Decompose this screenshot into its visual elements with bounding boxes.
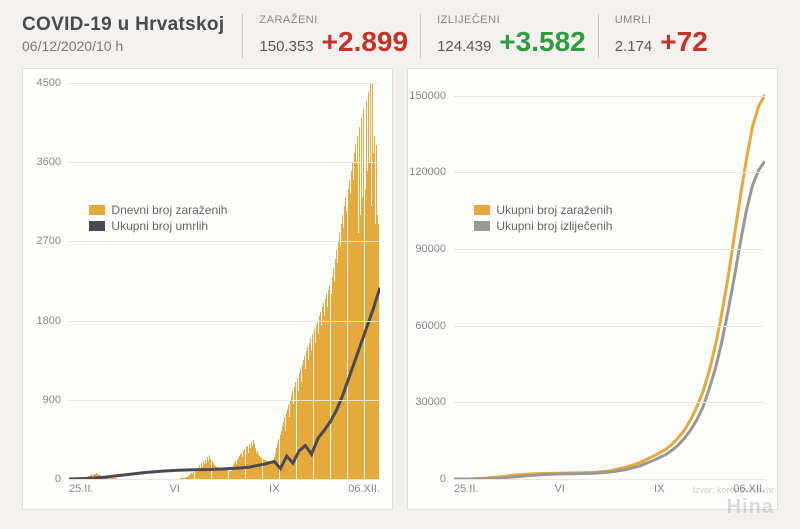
y-tick: 30000	[415, 396, 446, 408]
legend: Dnevni broj zaraženih Ukupni broj umrlih	[89, 201, 227, 235]
legend-swatch	[474, 205, 490, 215]
gridline	[69, 479, 380, 480]
header: COVID-19 u Hrvatskoj 06/12/2020/10 h ZAR…	[0, 0, 800, 68]
y-tick: 0	[55, 473, 61, 485]
stat-total: 150.353	[259, 38, 313, 55]
stat-label: ZARAŽENI	[259, 14, 317, 26]
stat-recovered: IZLIJEČENI 124.439 +3.582	[420, 14, 598, 58]
title-block: COVID-19 u Hrvatskoj 06/12/2020/10 h	[22, 14, 242, 54]
x-tick: VI	[555, 483, 565, 495]
y-tick: 60000	[415, 320, 446, 332]
stat-label: UMRLI	[615, 14, 652, 26]
y-tick: 90000	[415, 243, 446, 255]
cumulative-chart: 0300006000090000120000150000 25.II.VIIX0…	[407, 68, 778, 510]
legend-label: Ukupni broj izliječenih	[496, 219, 612, 233]
x-tick: 06.XII.	[348, 483, 380, 495]
legend-label: Dnevni broj zaraženih	[111, 203, 227, 217]
watermark: Hina	[727, 496, 774, 519]
stat-infected: ZARAŽENI 150.353 +2.899	[242, 14, 420, 58]
gridline	[454, 402, 765, 403]
gridline	[69, 400, 380, 401]
stat-delta: +3.582	[499, 26, 585, 58]
gridline	[454, 326, 765, 327]
legend-swatch	[89, 205, 105, 215]
y-tick: 1800	[37, 315, 61, 327]
y-tick: 4500	[37, 77, 61, 89]
legend-item: Ukupni broj zaraženih	[474, 203, 612, 217]
legend-label: Ukupni broj zaraženih	[496, 203, 612, 217]
gridline	[454, 479, 765, 480]
legend-swatch	[89, 221, 105, 231]
stat-deaths: UMRLI 2.174 +72	[598, 14, 724, 58]
stat-delta: +72	[660, 26, 708, 58]
x-tick: VI	[170, 483, 180, 495]
x-tick: 25.II.	[69, 483, 93, 495]
x-tick: IX	[269, 483, 279, 495]
y-tick: 150000	[409, 90, 446, 102]
legend: Ukupni broj zaraženih Ukupni broj izliječ…	[474, 201, 612, 235]
charts-row: 0 900 1800 2700 3600 4500 25.II. VI IX 06.XII. D…	[0, 68, 800, 518]
stat-total: 2.174	[615, 38, 653, 55]
legend-swatch	[474, 221, 490, 231]
deaths-line	[69, 83, 380, 479]
y-tick: 3600	[37, 156, 61, 168]
plot-area	[454, 83, 765, 479]
gridline	[454, 172, 765, 173]
gridline	[454, 96, 765, 97]
cumulative-lines	[454, 83, 765, 479]
y-axis: 09001800270036004500	[23, 83, 67, 479]
legend-item: Dnevni broj zaraženih	[89, 203, 227, 217]
stat-delta: +2.899	[322, 26, 408, 58]
page-title: COVID-19 u Hrvatskoj	[22, 14, 224, 36]
plot-area	[69, 83, 380, 479]
gridline	[69, 83, 380, 84]
legend-item: Ukupni broj izliječenih	[474, 219, 612, 233]
y-tick: 2700	[37, 235, 61, 247]
x-tick: IX	[654, 483, 664, 495]
page-subtitle: 06/12/2020/10 h	[22, 38, 224, 54]
x-axis: 25.II. VI IX 06.XII.	[69, 483, 380, 503]
x-tick: 25.II.	[454, 483, 478, 495]
source-text: Izvor: koronavirus.hr	[692, 485, 774, 495]
y-tick: 120000	[409, 166, 446, 178]
daily-cases-chart: 0 900 1800 2700 3600 4500 25.II. VI IX 06.XII. D…	[22, 68, 393, 510]
y-tick: 0	[440, 473, 446, 485]
stat-total: 124.439	[437, 38, 491, 55]
legend-item: Ukupni broj umrlih	[89, 219, 227, 233]
legend-label: Ukupni broj umrlih	[111, 219, 208, 233]
y-axis: 0300006000090000120000150000	[408, 83, 452, 479]
stat-label: IZLIJEČENI	[437, 14, 500, 26]
gridline	[69, 321, 380, 322]
gridline	[69, 241, 380, 242]
y-tick: 900	[43, 394, 61, 406]
gridline	[454, 249, 765, 250]
gridline	[69, 162, 380, 163]
